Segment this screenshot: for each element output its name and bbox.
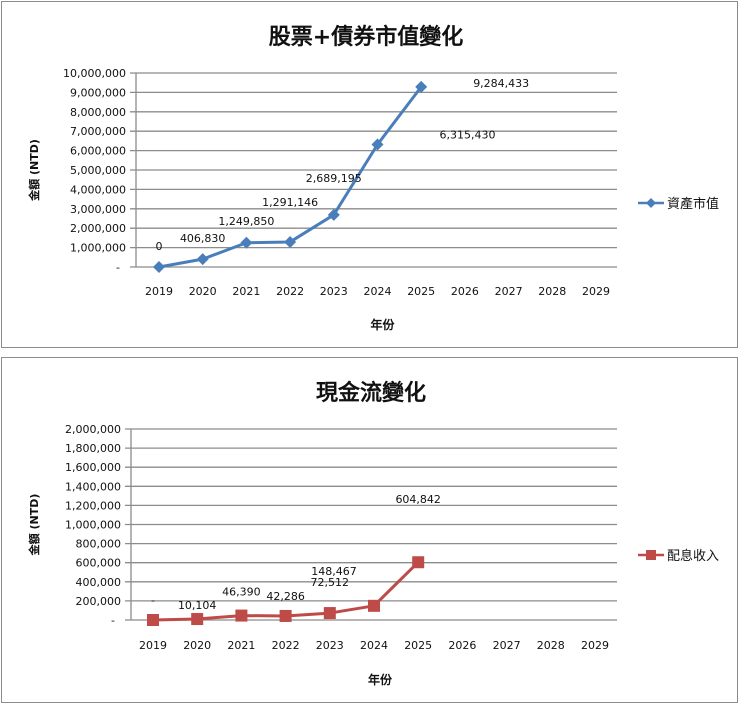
data-label: 604,842 — [395, 493, 441, 506]
y-tick-label: 1,000,000 — [70, 242, 126, 255]
data-point-diamond-marker — [240, 236, 253, 249]
data-point-square-marker — [279, 609, 292, 622]
y-tick-label: - — [111, 614, 115, 627]
chart-title: 股票+債券市值變化 — [269, 24, 463, 50]
data-label: 0 — [156, 240, 163, 253]
data-label: 1,291,146 — [262, 196, 318, 209]
data-point-diamond-marker — [284, 235, 297, 248]
y-tick-label: 800,000 — [76, 538, 122, 551]
data-label: 72,512 — [311, 576, 350, 589]
y-tick-label: 400,000 — [76, 576, 122, 589]
data-label: 148,467 — [311, 565, 357, 578]
y-tick-label: 1,400,000 — [65, 480, 121, 493]
x-tick-label: 2019 — [139, 639, 167, 652]
x-tick-label: 2022 — [276, 285, 304, 298]
y-tick-label: 1,600,000 — [65, 461, 121, 474]
legend-square-icon — [646, 550, 656, 560]
x-tick-label: 2021 — [227, 639, 255, 652]
data-label: 406,830 — [180, 232, 226, 245]
x-tick-label: 2029 — [581, 639, 609, 652]
x-tick-label: 2025 — [404, 639, 432, 652]
x-tick-label: 2026 — [451, 285, 479, 298]
data-label: 9,284,433 — [473, 77, 529, 90]
data-point-diamond-marker — [415, 80, 428, 93]
data-point-diamond-marker — [196, 253, 209, 266]
x-axis-title: 年份 — [370, 317, 395, 332]
y-tick-label: 9,000,000 — [70, 86, 126, 99]
data-label: 46,390 — [222, 586, 261, 599]
x-tick-label: 2027 — [493, 639, 521, 652]
y-tick-label: 2,000,000 — [70, 222, 126, 235]
data-label: 10,104 — [178, 599, 217, 612]
chart-panel-asset-value: 股票+債券市值變化 - 1,000,000 2,000,000 3,000,000 4,0… — [1, 1, 738, 348]
x-axis-title: 年份 — [368, 672, 393, 687]
y-axis-title: 金額 (NTD) — [27, 139, 41, 202]
x-tick-label: 2028 — [538, 285, 566, 298]
x-tick-label: 2029 — [582, 285, 610, 298]
x-tick-label: 2020 — [183, 639, 211, 652]
x-tick-label: 2020 — [189, 285, 217, 298]
y-tick-label: 4,000,000 — [70, 183, 126, 196]
chart-panel-cash-flow: 現金流變化 - 200,000 400,000 600,000 800,000 1,000,… — [1, 357, 738, 703]
x-tick-label: 2028 — [537, 639, 565, 652]
data-label: - — [151, 594, 155, 607]
y-tick-label: 6,000,000 — [70, 145, 126, 158]
data-point-square-marker — [191, 613, 204, 626]
y-tick-label: 2,000,000 — [65, 423, 121, 436]
asset-value-line-chart: 股票+債券市值變化 - 1,000,000 2,000,000 3,000,000 4,0… — [27, 24, 719, 332]
legend-label: 資產市值 — [667, 196, 719, 212]
y-tick-label: 10,000,000 — [63, 67, 126, 80]
data-point-square-marker — [323, 607, 336, 620]
cash-flow-line-chart: 現金流變化 - 200,000 400,000 600,000 800,000 1,000,… — [27, 380, 719, 687]
y-tick-label: 200,000 — [76, 595, 122, 608]
legend-label: 配息收入 — [667, 548, 719, 564]
x-tick-label: 2025 — [407, 285, 435, 298]
data-point-square-marker — [147, 614, 159, 626]
x-tick-label: 2023 — [320, 285, 348, 298]
x-tick-label: 2024 — [360, 639, 388, 652]
x-tick-label: 2022 — [272, 639, 300, 652]
x-tick-label: 2021 — [232, 285, 260, 298]
data-point-diamond-marker — [153, 261, 165, 273]
y-tick-label: 1,800,000 — [65, 442, 121, 455]
data-point-diamond-marker — [327, 208, 340, 221]
y-tick-label: 5,000,000 — [70, 164, 126, 177]
y-tick-label: 7,000,000 — [70, 125, 126, 138]
chart-title: 現金流變化 — [316, 380, 426, 406]
x-tick-label: 2019 — [145, 285, 173, 298]
data-point-square-marker — [412, 556, 425, 569]
data-label: 2,689,195 — [306, 172, 362, 185]
x-tick-label: 2027 — [495, 285, 523, 298]
y-axis-title: 金額 (NTD) — [27, 494, 41, 557]
data-label: 1,249,850 — [218, 215, 274, 228]
data-point-square-marker — [368, 599, 380, 612]
y-tick-label: 600,000 — [76, 557, 122, 570]
data-point-diamond-marker — [371, 138, 384, 151]
x-tick-label: 2023 — [316, 639, 344, 652]
x-tick-label: 2024 — [364, 285, 392, 298]
y-tick-label: 1,000,000 — [65, 519, 121, 532]
y-tick-label: 3,000,000 — [70, 203, 126, 216]
y-tick-label: - — [116, 261, 120, 274]
y-tick-label: 1,200,000 — [65, 499, 121, 512]
legend-diamond-icon — [646, 198, 656, 208]
x-tick-label: 2026 — [448, 639, 476, 652]
data-point-square-marker — [235, 609, 248, 622]
data-label: 42,286 — [266, 590, 305, 603]
y-tick-label: 8,000,000 — [70, 106, 126, 119]
data-label: 6,315,430 — [440, 128, 496, 141]
